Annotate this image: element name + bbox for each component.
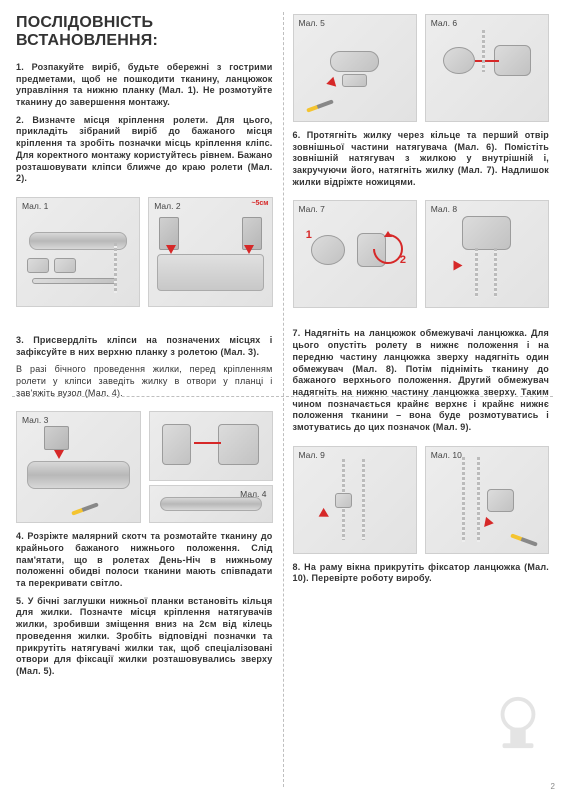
- fig-label-6: Мал. 6: [431, 18, 457, 28]
- fig-label-9: Мал. 9: [299, 450, 325, 460]
- fig-label-8: Мал. 8: [431, 204, 457, 214]
- step-4: 4. Розріжте малярний скотч та розмотайте…: [16, 531, 273, 589]
- step-6: 6. Протягніть жилку через кільце та перш…: [293, 130, 550, 188]
- fig-label-1: Мал. 1: [22, 201, 48, 211]
- horizontal-separator: [12, 396, 553, 397]
- step-3b: В разі бічного проведення жилки, перед к…: [16, 364, 273, 399]
- figure-9: Мал. 9: [293, 446, 417, 554]
- figure-8: Мал. 8: [425, 200, 549, 308]
- figure-5: Мал. 5: [293, 14, 417, 122]
- step-5: 5. У бічні заглушки нижньої планки встан…: [16, 596, 273, 678]
- fig-row-5-6: Мал. 5 Мал. 6: [293, 14, 550, 122]
- dim-5cm: ~5см: [251, 200, 268, 207]
- fig-row-9-10: Мал. 9 Мал. 10: [293, 446, 550, 554]
- figure-7: Мал. 7 1 2: [293, 200, 417, 308]
- rotate-arrow-icon: [368, 229, 408, 269]
- left-column: ПОСЛІДОВНІСТЬ ВСТАНОВЛЕННЯ: 1. Розпакуйт…: [0, 0, 283, 799]
- figure-10: Мал. 10: [425, 446, 549, 554]
- fig-label-10: Мал. 10: [431, 450, 462, 460]
- fig-label-5: Мал. 5: [299, 18, 325, 28]
- vertical-separator: [283, 12, 284, 787]
- page-title: ПОСЛІДОВНІСТЬ ВСТАНОВЛЕННЯ:: [16, 14, 273, 50]
- figure-4-top: [149, 411, 272, 480]
- step-1: 1. Розпакуйте виріб, будьте обережні з г…: [16, 62, 273, 109]
- step-8: 8. На раму вікна прикрутіть фіксатор лан…: [293, 562, 550, 585]
- fig-row-1-2: Мал. 1 Мал. 2 ~5см: [16, 197, 273, 307]
- step-3a: 3. Присвердліть кліпси на позначених міс…: [16, 335, 273, 358]
- fig-label-7: Мал. 7: [299, 204, 325, 214]
- fig-label-2: Мал. 2: [154, 201, 180, 211]
- fig-label-4: Мал. 4: [240, 489, 266, 499]
- right-column: Мал. 5 Мал. 6 6. Протягніть жилку чер: [283, 0, 565, 799]
- step-7: 7. Надягніть на ланцюжок обмежувачі ланц…: [293, 328, 550, 433]
- figure-4-bottom: Мал. 4: [149, 485, 272, 523]
- page-number: 2: [551, 782, 555, 791]
- watermark-icon: [489, 693, 547, 751]
- step-2: 2. Визначте місця кріплення ролети. Для …: [16, 115, 273, 185]
- figure-1: Мал. 1: [16, 197, 140, 307]
- fig-row-7-8: Мал. 7 1 2 Мал. 8: [293, 200, 550, 308]
- red-num-1: 1: [306, 229, 312, 241]
- page-root: ПОСЛІДОВНІСТЬ ВСТАНОВЛЕННЯ: 1. Розпакуйт…: [0, 0, 565, 799]
- figure-6: Мал. 6: [425, 14, 549, 122]
- fig-label-3: Мал. 3: [22, 415, 48, 425]
- figure-4-wrap: Мал. 4: [149, 411, 272, 523]
- fig-row-3-4: Мал. 3 Мал. 4: [16, 411, 273, 523]
- figure-3: Мал. 3: [16, 411, 141, 523]
- figure-2: Мал. 2 ~5см: [148, 197, 272, 307]
